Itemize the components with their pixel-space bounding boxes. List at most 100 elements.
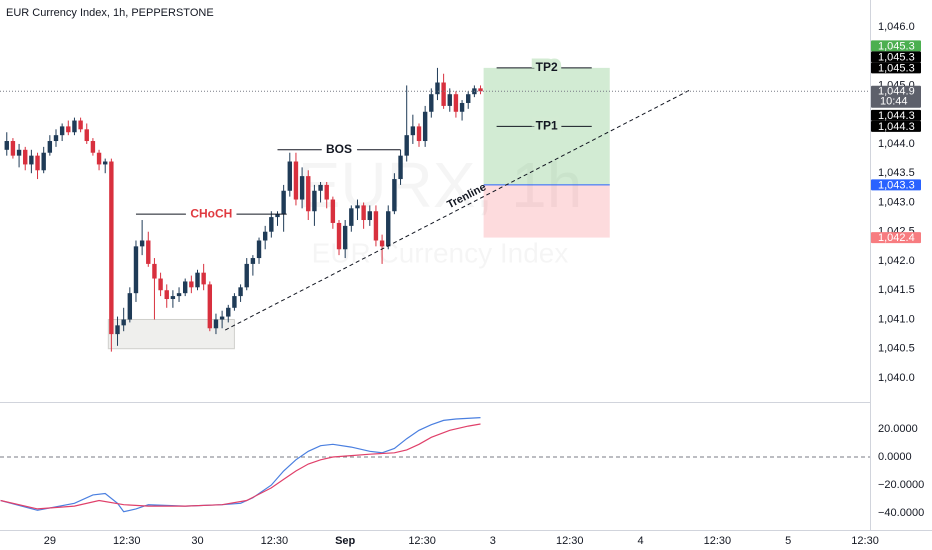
price-badge — [871, 85, 921, 108]
candle-body — [478, 88, 483, 92]
candle-body — [453, 94, 459, 112]
candle-body — [232, 296, 237, 308]
candle-body — [306, 176, 311, 212]
price-badge — [871, 179, 921, 191]
zone-box — [107, 318, 235, 350]
candle-body — [219, 316, 225, 320]
candle-body — [466, 94, 471, 103]
candle-body — [35, 155, 40, 171]
x-tick-label: 5 — [785, 535, 791, 547]
candle-body — [139, 240, 145, 247]
candle-body — [16, 149, 22, 156]
candle-body — [4, 141, 9, 150]
candle-body — [115, 325, 120, 335]
x-tick-label: 12:30 — [851, 535, 879, 547]
candle-body — [379, 240, 385, 247]
candle-body — [47, 141, 53, 153]
price-badge-label: 1,044.3 — [878, 121, 915, 133]
candle-body — [59, 126, 65, 136]
candle-body — [373, 211, 379, 241]
candle-body — [269, 217, 274, 232]
x-tick-label: 29 — [44, 535, 56, 547]
target-label: TP2 — [536, 60, 558, 74]
candle-body — [330, 199, 336, 223]
candle-body — [10, 141, 16, 156]
candle-body — [367, 211, 372, 221]
candle-body — [53, 135, 59, 142]
candle-body — [195, 272, 200, 288]
candle-body — [416, 126, 422, 142]
candle-body — [398, 155, 403, 180]
price-badge — [871, 51, 921, 63]
candle-body — [29, 155, 34, 165]
candle-body — [90, 141, 96, 153]
candle-body — [386, 211, 391, 247]
candle-body — [96, 152, 102, 165]
candle-body — [361, 205, 366, 221]
price-badge — [871, 40, 921, 52]
y-tick-label: 1,042.0 — [878, 255, 915, 267]
candle-body — [201, 272, 206, 285]
candle-body — [207, 284, 213, 329]
y-tick-label: 1,043.0 — [878, 196, 915, 208]
y-tick-label: 1,046.0 — [878, 21, 915, 33]
candle-body — [152, 263, 157, 279]
candle-body — [238, 287, 243, 297]
candle-body — [355, 205, 360, 209]
x-tick-label: 4 — [637, 535, 643, 547]
candle-body — [133, 246, 139, 294]
candle-body — [410, 126, 416, 136]
target-label: TP1 — [536, 119, 558, 133]
price-badge-label: 1,045.3 — [878, 51, 915, 63]
candle-body — [121, 319, 126, 326]
candle-body — [127, 293, 133, 320]
candle-body — [404, 135, 409, 156]
y-tick-label: 1,044.0 — [878, 138, 915, 150]
y-tick-label: 1,040.5 — [878, 343, 915, 355]
x-tick-label: Sep — [335, 535, 355, 547]
candle-body — [170, 296, 176, 300]
candle-body — [275, 214, 280, 218]
candle-body — [176, 293, 182, 297]
candle-body — [256, 240, 262, 259]
x-tick-label: 3 — [490, 535, 496, 547]
candle-body — [41, 152, 46, 171]
candle-body — [435, 82, 440, 95]
candle-body — [324, 184, 329, 200]
price-badge-label: 1,042.4 — [878, 232, 915, 244]
candle-body — [299, 176, 305, 200]
y-tick-label: 1,040.0 — [878, 372, 915, 384]
candle-body — [78, 120, 83, 130]
price-badge-label: 1,045.3 — [878, 40, 915, 52]
x-tick-label: 12:30 — [704, 535, 732, 547]
candle-body — [244, 263, 249, 288]
indicator-tick-label: 20.0000 — [878, 423, 918, 435]
candle-body — [281, 190, 286, 215]
candle-body — [164, 290, 169, 300]
price-badge-label: 1,044.3 — [878, 110, 915, 122]
x-tick-label: 12:30 — [113, 535, 141, 547]
candle-body — [103, 161, 108, 165]
candle-body — [182, 281, 188, 294]
candle-body — [342, 225, 348, 250]
candle-body — [226, 307, 231, 317]
candle-body — [441, 82, 446, 106]
price-badge-label: 1,043.3 — [878, 179, 915, 191]
candle-body — [336, 222, 342, 250]
price-badge — [871, 120, 921, 132]
loss-zone — [483, 184, 610, 238]
candle-body — [213, 319, 219, 329]
structure-label: BOS — [326, 142, 352, 156]
candle-body — [66, 126, 71, 133]
candle-body — [189, 281, 194, 288]
candle-body — [349, 208, 354, 226]
candle-body — [23, 149, 28, 165]
candle-body — [262, 231, 268, 241]
watermark-name: EUR Currency Index — [312, 237, 569, 268]
candle-body — [429, 94, 434, 112]
x-tick-label: 30 — [191, 535, 203, 547]
indicator-tick-label: −20.0000 — [878, 479, 924, 491]
indicator-line — [0, 423, 481, 510]
